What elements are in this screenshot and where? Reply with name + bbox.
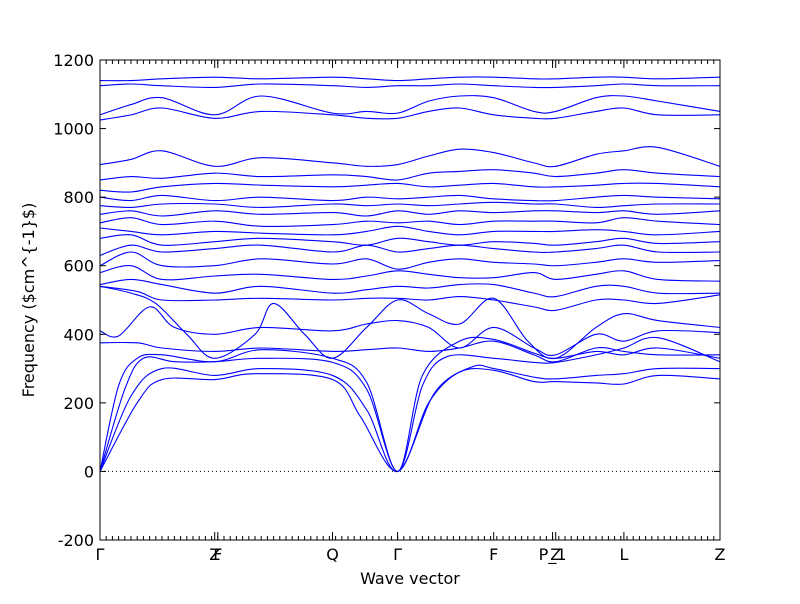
band-line-15	[99, 217, 721, 227]
band-lines	[99, 76, 721, 472]
band-line-14	[99, 225, 721, 236]
band-line-25	[99, 76, 721, 82]
x-tick-label-4: Γ	[393, 545, 402, 564]
x-axis-label: Wave vector	[360, 569, 460, 588]
band-line-20	[99, 169, 721, 181]
band-line-21	[99, 146, 721, 168]
band-line-5	[99, 340, 721, 363]
band-line-22	[99, 107, 721, 121]
band-line-1	[99, 367, 721, 472]
band-line-4	[99, 336, 721, 472]
y-tick-label: 200	[63, 394, 94, 413]
band-line-23	[99, 95, 721, 116]
band-line-9	[99, 278, 721, 298]
y-tick-label: 1200	[53, 51, 94, 70]
y-tick-label: 1000	[53, 120, 94, 139]
band-line-17	[99, 201, 721, 209]
y-tick-label: 400	[63, 325, 94, 344]
band-line-8	[99, 285, 721, 312]
y-tick-label: 0	[84, 462, 94, 481]
x-tick-label-9: Z	[715, 545, 726, 564]
x-tick-label-3: Q	[326, 545, 339, 564]
band-line-19	[99, 182, 721, 193]
x-tick-label-1: Z	[209, 545, 220, 564]
x-tick-label-0: Γ	[96, 545, 105, 564]
band-line-11	[99, 251, 721, 270]
y-tick-label: 800	[63, 188, 94, 207]
y-ticks: -200 0 200 400 600 800 1000 1200	[53, 51, 720, 550]
x-tick-label-8: L	[619, 545, 628, 564]
x-tick-label-7: Z	[550, 545, 561, 564]
x-minor-ticks	[99, 60, 721, 540]
band-line-3	[99, 336, 721, 472]
band-line-12	[99, 244, 721, 256]
band-line-16	[99, 210, 721, 217]
x-ticks: Γ ZF Q Γ F P_1Z L Z	[96, 60, 726, 565]
band-line-2	[99, 364, 721, 472]
plot-frame	[99, 59, 721, 541]
band-line-24	[99, 83, 721, 89]
band-line-10	[99, 265, 721, 282]
y-tick-label: -200	[58, 531, 94, 550]
x-tick-label-5: F	[489, 545, 498, 564]
band-line-7	[99, 285, 721, 360]
band-line-6	[99, 306, 721, 356]
x-tick-label-6: P_1	[539, 545, 567, 565]
band-line-18	[99, 194, 721, 202]
x-tick-label-2: F	[213, 545, 222, 564]
band-line-13	[99, 234, 721, 246]
y-tick-label: 600	[63, 257, 94, 276]
y-axis-label: Frequency ($cm^{-1}$)	[19, 203, 38, 398]
